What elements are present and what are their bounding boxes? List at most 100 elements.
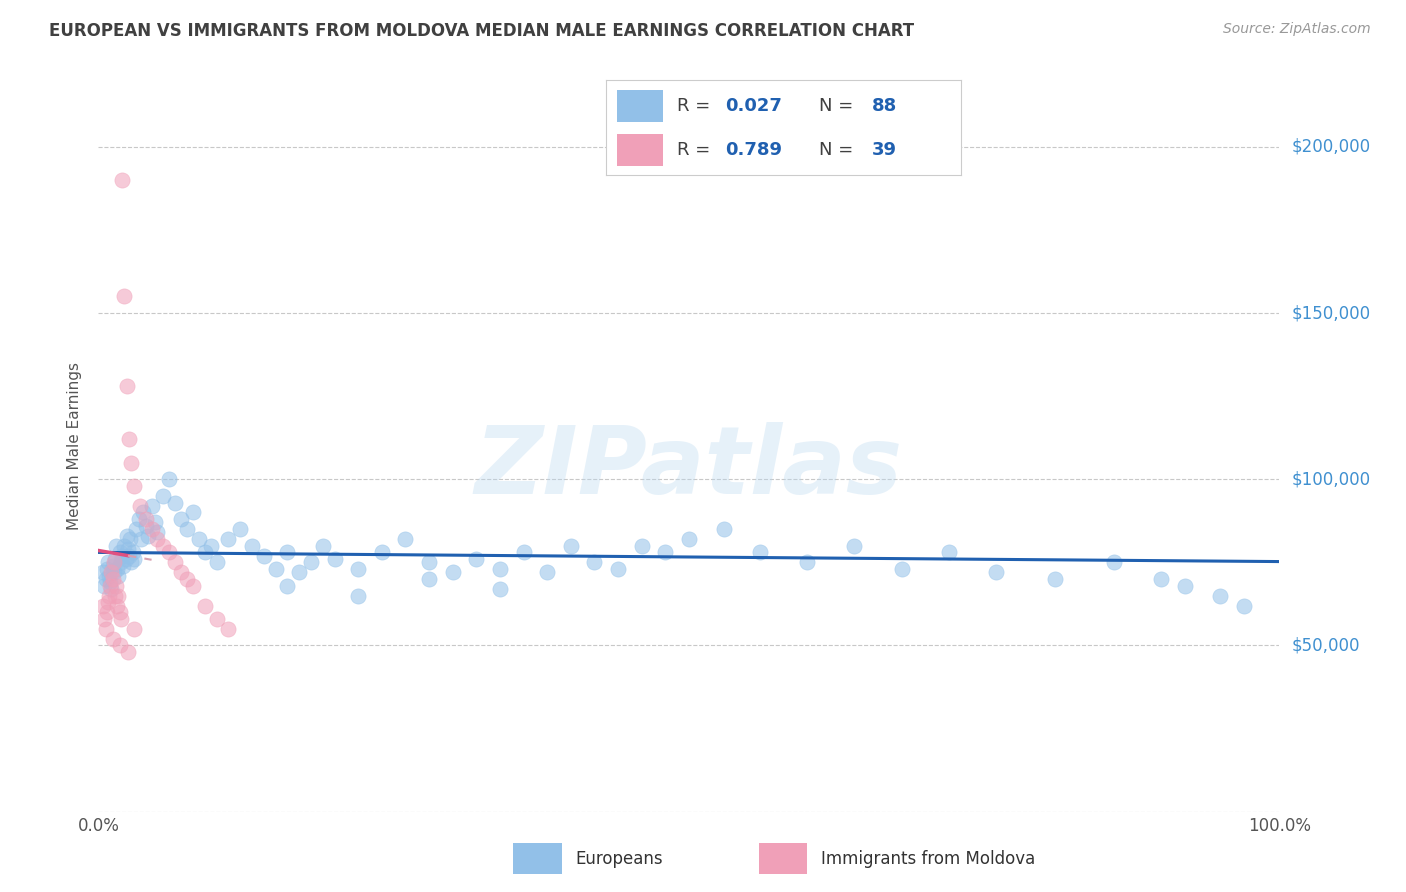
Point (98, 568, 121, 582)
Text: ZIPatlas: ZIPatlas (475, 422, 903, 514)
Point (1043, 572, 1066, 586)
Point (105, 539, 128, 553)
Point (276, 579, 298, 593)
Point (264, 562, 287, 576)
Point (146, 525, 169, 540)
Point (253, 549, 276, 563)
Point (100, 566, 122, 580)
Point (110, 612, 132, 626)
Point (217, 532, 239, 546)
Point (120, 532, 142, 546)
Text: Immigrants from Moldova: Immigrants from Moldova (821, 849, 1035, 868)
Point (240, 539, 263, 553)
Point (97, 595, 120, 609)
Point (630, 539, 652, 553)
Point (122, 479, 145, 493)
Point (105, 579, 128, 593)
Point (115, 379, 138, 393)
Point (108, 639, 131, 653)
Point (347, 589, 370, 603)
Point (560, 539, 582, 553)
Point (100, 582, 122, 596)
Point (288, 566, 311, 580)
Point (176, 572, 198, 586)
Point (103, 566, 125, 580)
Point (108, 545, 131, 559)
Text: $200,000: $200,000 (1291, 137, 1371, 156)
Point (152, 489, 174, 503)
Point (91, 566, 114, 580)
Point (205, 612, 228, 626)
Point (128, 499, 150, 513)
Point (890, 562, 912, 576)
Point (170, 566, 193, 580)
Point (135, 512, 157, 526)
Point (117, 645, 139, 659)
Point (1209, 589, 1232, 603)
Point (111, 173, 134, 187)
Point (112, 289, 135, 303)
Point (796, 555, 818, 569)
Point (107, 589, 129, 603)
Y-axis label: Median Male Earnings: Median Male Earnings (67, 362, 83, 530)
Text: $100,000: $100,000 (1291, 470, 1371, 488)
Point (181, 579, 204, 593)
Point (122, 552, 145, 566)
Point (136, 529, 159, 543)
Point (194, 599, 217, 613)
Point (176, 522, 198, 536)
Point (111, 549, 134, 563)
Point (98, 575, 121, 590)
Point (713, 522, 735, 536)
Point (132, 506, 155, 520)
Point (607, 562, 630, 576)
Point (205, 555, 228, 569)
Point (128, 512, 150, 526)
Text: Europeans: Europeans (575, 849, 662, 868)
Point (1102, 555, 1125, 569)
Point (146, 532, 169, 546)
Point (107, 568, 129, 582)
Point (141, 522, 163, 536)
Point (441, 566, 464, 580)
Point (114, 552, 136, 566)
Point (394, 532, 416, 546)
Point (181, 506, 204, 520)
Point (217, 622, 239, 636)
Point (108, 605, 131, 619)
Point (121, 456, 143, 470)
Point (312, 539, 335, 553)
Point (101, 558, 124, 573)
Point (93, 579, 115, 593)
Text: EUROPEAN VS IMMIGRANTS FROM MOLDOVA MEDIAN MALE EARNINGS CORRELATION CHART: EUROPEAN VS IMMIGRANTS FROM MOLDOVA MEDI… (49, 22, 914, 40)
Point (165, 555, 187, 569)
Point (165, 495, 187, 509)
Point (97, 555, 120, 569)
Point (276, 545, 298, 559)
Point (1150, 572, 1173, 586)
Point (748, 545, 770, 559)
Point (1174, 579, 1197, 593)
Point (98, 579, 121, 593)
Point (536, 566, 558, 580)
Point (844, 539, 866, 553)
Point (418, 555, 440, 569)
Point (323, 552, 346, 566)
Point (654, 545, 676, 559)
Point (465, 552, 488, 566)
Point (157, 545, 180, 559)
Point (371, 545, 394, 559)
Point (101, 632, 124, 646)
Point (121, 545, 143, 559)
Point (135, 518, 157, 533)
Point (129, 532, 152, 546)
Point (121, 555, 143, 569)
Text: $50,000: $50,000 (1291, 637, 1360, 655)
Point (512, 545, 534, 559)
Point (91, 599, 114, 613)
Point (678, 532, 700, 546)
Point (118, 433, 141, 447)
Point (104, 552, 127, 566)
Point (194, 545, 217, 559)
Point (118, 549, 141, 563)
